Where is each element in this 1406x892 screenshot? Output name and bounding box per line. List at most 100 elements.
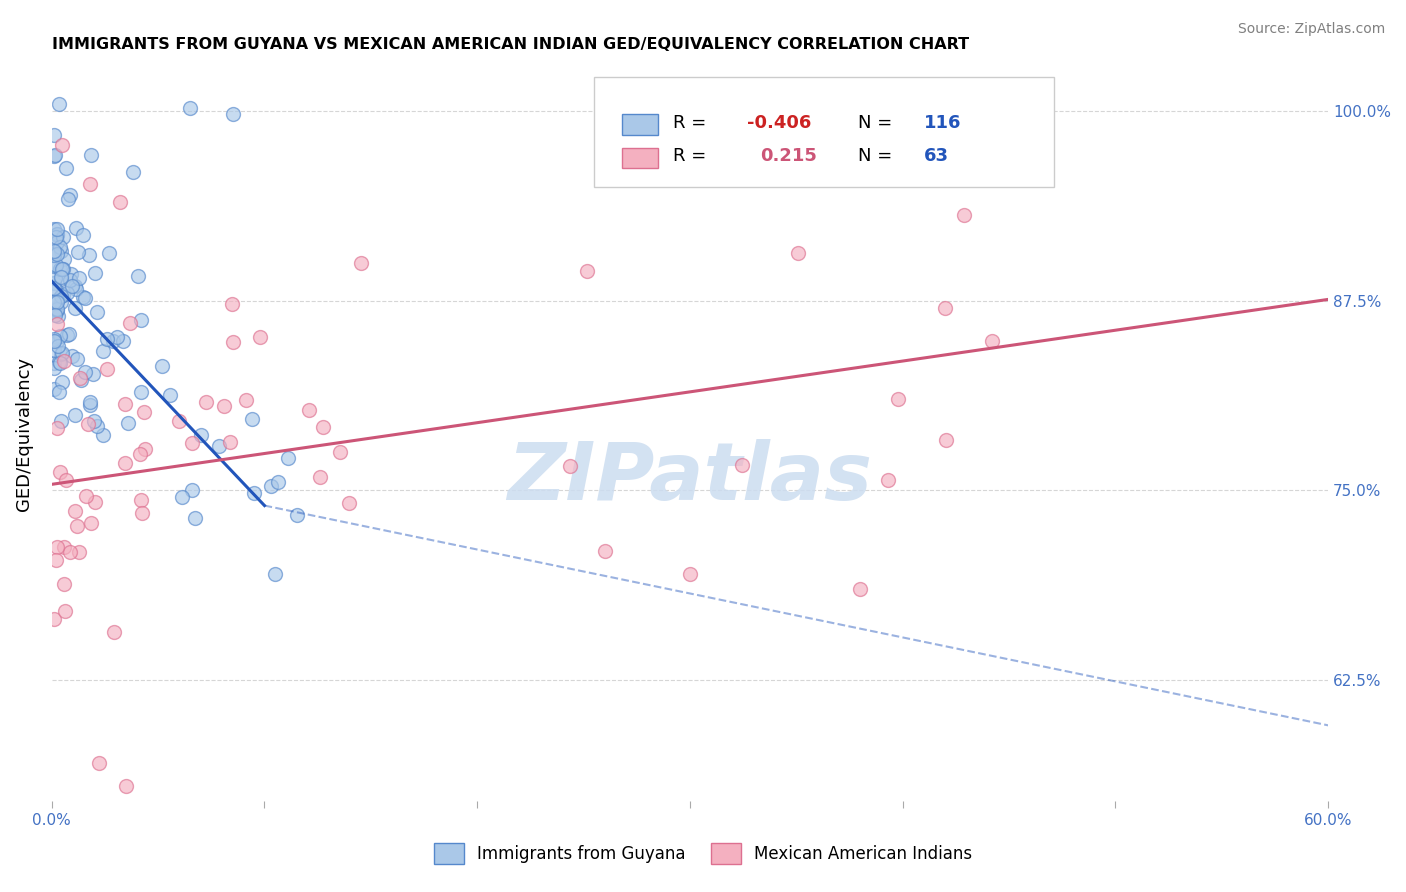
FancyBboxPatch shape xyxy=(623,114,658,135)
Point xyxy=(934,301,956,316)
Point xyxy=(46,235,69,250)
Point xyxy=(337,495,360,509)
Point xyxy=(80,516,103,530)
Point xyxy=(132,405,155,419)
Point xyxy=(51,345,73,359)
Point xyxy=(87,756,110,771)
Point xyxy=(350,256,373,270)
Point xyxy=(60,279,83,293)
Text: R =: R = xyxy=(673,113,713,132)
Point xyxy=(114,456,136,470)
Point xyxy=(51,347,73,361)
Point xyxy=(72,228,94,243)
Point xyxy=(172,490,194,504)
Point xyxy=(83,414,105,428)
Point xyxy=(46,247,69,261)
Point xyxy=(887,392,910,407)
Point xyxy=(42,276,65,290)
Point xyxy=(952,208,974,222)
Point xyxy=(45,334,67,349)
Point xyxy=(53,353,76,368)
Point xyxy=(42,343,65,357)
Point xyxy=(679,566,702,581)
Point xyxy=(96,332,118,346)
Point xyxy=(117,417,139,431)
Point xyxy=(277,451,299,466)
Point xyxy=(134,442,156,457)
Point xyxy=(45,552,67,566)
Point xyxy=(66,245,89,260)
Point xyxy=(69,371,91,385)
Point xyxy=(42,244,65,259)
Point xyxy=(329,445,352,459)
Point xyxy=(48,384,70,399)
Text: R =: R = xyxy=(673,146,713,165)
Point xyxy=(167,414,190,428)
Point xyxy=(46,421,69,435)
Point xyxy=(42,248,65,262)
Point xyxy=(82,367,104,381)
Point xyxy=(195,395,218,409)
Point xyxy=(575,264,598,278)
Point xyxy=(127,269,149,284)
Point xyxy=(51,375,73,389)
Point xyxy=(86,418,108,433)
Point xyxy=(49,271,72,285)
Point xyxy=(235,392,257,407)
Point xyxy=(63,301,86,315)
Point xyxy=(108,195,131,210)
Point xyxy=(45,258,67,272)
Point xyxy=(56,192,79,206)
Point xyxy=(264,566,287,581)
Text: ZIPatlas: ZIPatlas xyxy=(508,439,873,516)
Point xyxy=(101,334,124,348)
Point xyxy=(79,398,101,412)
Point xyxy=(60,349,83,363)
Point xyxy=(114,397,136,411)
Point xyxy=(77,417,100,432)
Point xyxy=(49,262,72,277)
Point xyxy=(42,360,65,375)
Point xyxy=(58,326,80,341)
Point xyxy=(51,137,73,152)
Point xyxy=(208,439,231,453)
Point xyxy=(42,382,65,396)
Point xyxy=(51,269,73,284)
Point xyxy=(121,165,143,179)
Point xyxy=(285,508,308,522)
Point xyxy=(52,262,75,277)
Point xyxy=(222,335,245,350)
Point xyxy=(42,303,65,318)
Point xyxy=(105,330,128,344)
Point xyxy=(181,483,204,497)
Text: 63: 63 xyxy=(924,146,949,165)
Point xyxy=(80,147,103,161)
Text: 0.215: 0.215 xyxy=(761,146,817,165)
Point xyxy=(243,486,266,500)
Point xyxy=(558,458,581,473)
Point xyxy=(75,291,97,305)
Point xyxy=(45,303,67,318)
Text: 116: 116 xyxy=(924,113,962,132)
Point xyxy=(46,227,69,241)
Point xyxy=(249,330,271,344)
Point xyxy=(190,428,212,442)
Point xyxy=(221,107,243,121)
Point xyxy=(131,507,153,521)
Point xyxy=(49,414,72,428)
Point xyxy=(49,295,72,310)
Point xyxy=(115,779,138,793)
Point xyxy=(52,230,75,244)
Point xyxy=(42,281,65,295)
Point xyxy=(70,373,93,387)
Point xyxy=(91,344,114,359)
Point xyxy=(66,518,89,533)
Point xyxy=(731,458,754,473)
Point xyxy=(46,339,69,353)
Point xyxy=(72,289,94,303)
Point xyxy=(103,624,125,639)
Point xyxy=(129,446,152,460)
Point xyxy=(66,351,89,366)
Point xyxy=(79,248,101,262)
Point xyxy=(267,475,290,489)
